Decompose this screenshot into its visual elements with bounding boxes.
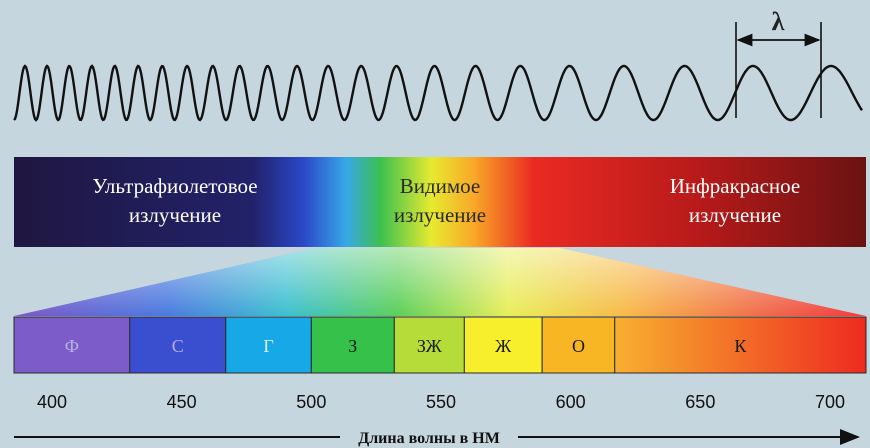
tick-label: 400	[37, 392, 67, 412]
band-label: К	[734, 336, 747, 356]
spectrum-region-visible: Видимое излучение	[394, 174, 486, 227]
band-label: З	[348, 336, 357, 356]
band-4	[310, 316, 395, 374]
ir-label-line1: Инфракрасное	[670, 174, 801, 198]
tick-label: 500	[296, 392, 326, 412]
band-label: ЗЖ	[417, 336, 443, 356]
wavelength-ticks: 400 450 500 550 600 650 700	[37, 392, 845, 412]
band-3	[225, 316, 312, 374]
visible-bands: Ф С Г З ЗЖ Ж О К	[13, 316, 867, 374]
band-label: Ф	[65, 336, 79, 356]
visible-label-line2: излучение	[394, 203, 486, 227]
ir-label-line2: излучение	[689, 203, 781, 227]
band-label: Ж	[495, 336, 512, 356]
band-6	[463, 316, 543, 374]
band-8	[614, 316, 867, 374]
tick-label: 600	[556, 392, 586, 412]
tick-label: 650	[685, 392, 715, 412]
band-label: Г	[263, 336, 273, 356]
visible-projection-fade	[14, 248, 866, 316]
uv-label-line1: Ультрафиолетовое	[92, 174, 257, 198]
visible-label-line1: Видимое	[400, 174, 481, 198]
band-7	[541, 316, 616, 374]
tick-label: 550	[426, 392, 456, 412]
spectrum-bar	[14, 157, 866, 247]
band-label: С	[172, 336, 184, 356]
band-1	[13, 316, 131, 374]
uv-label-line2: излучение	[129, 203, 221, 227]
spectrum-region-uv: Ультрафиолетовое излучение	[92, 174, 257, 227]
band-5	[393, 316, 465, 374]
wavelength-axis: Длина волны в НМ	[14, 429, 860, 447]
wavelength-marker: λ	[735, 7, 822, 118]
tick-label: 700	[815, 392, 845, 412]
wave-line	[13, 64, 863, 122]
band-label: О	[572, 336, 585, 356]
axis-title: Длина волны в НМ	[358, 430, 500, 447]
tick-label: 450	[167, 392, 197, 412]
band-2	[129, 316, 227, 374]
lambda-symbol: λ	[772, 7, 785, 36]
spectrum-region-ir: Инфракрасное излучение	[670, 174, 801, 227]
